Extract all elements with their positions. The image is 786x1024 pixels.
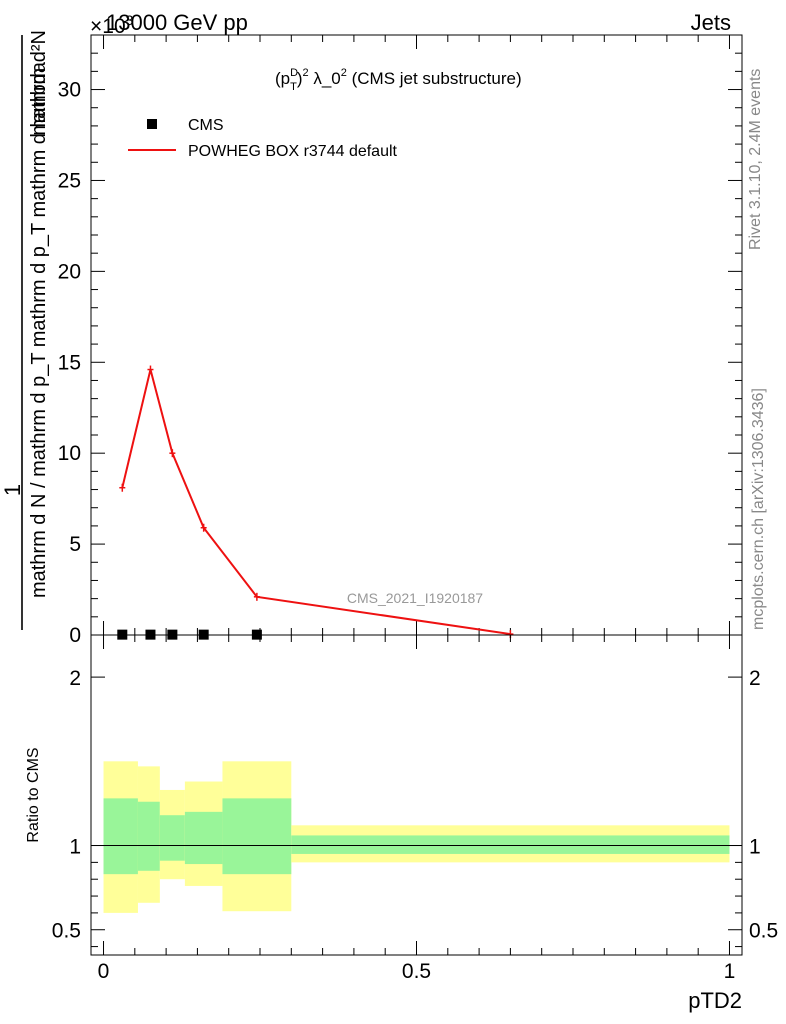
ratio-inner-band <box>103 798 138 875</box>
legend-label-powheg: POWHEG BOX r3744 default <box>188 143 398 160</box>
ratio-inner-band <box>137 801 160 871</box>
main-y-tick-label: 5 <box>69 533 81 556</box>
main-y-tick-labels: 0 5 10 15 20 25 30 <box>58 79 81 647</box>
ratio-y-tick-label: 2 <box>69 667 81 690</box>
ylabel-top: mathrm d²N <box>28 30 50 136</box>
main-y-tick-label: 25 <box>58 169 81 192</box>
x-tick-label: 0 <box>98 960 110 983</box>
main-panel: 0 5 10 15 20 25 30 1 mathrm d²N mathrm d N / m… <box>0 30 743 647</box>
main-y-tick-label: 15 <box>58 351 81 374</box>
main-y-tick-label: 20 <box>58 260 81 283</box>
header-right: Jets <box>691 10 731 35</box>
y-axis-label: 1 mathrm d²N mathrm d N / mathrm d p_T m… <box>0 30 50 630</box>
mcplots-label: mcplots.cern.ch [arXiv:1306.3436] <box>750 388 767 630</box>
legend: CMS POWHEG BOX r3744 default <box>128 117 398 160</box>
header-left: 13000 GeV pp <box>106 10 248 35</box>
ratio-ylabel: Ratio to CMS <box>25 747 42 842</box>
rivet-label: Rivet 3.1.10, 2.4M events <box>747 69 764 250</box>
ratio-inner-band <box>184 811 223 865</box>
watermark: CMS_2021_I1920187 <box>347 590 483 606</box>
ratio-y-tick-label-right: 1 <box>749 836 761 859</box>
ylabel-numerator: 1 <box>0 484 25 496</box>
ratio-tick-labels: 0.5 0.5 1 1 2 2 0 0.5 1 <box>52 667 778 983</box>
main-y-tick-label: 0 <box>69 624 81 647</box>
ylabel-bottom: mathrm d N / mathrm d p_T mathrm d p_T m… <box>28 61 50 598</box>
ratio-y-tick-label-right: 0.5 <box>749 920 778 943</box>
plot-title: (pD T)2 λ_02 (CMS jet substructure) <box>275 67 522 93</box>
ratio-y-tick-label-right: 2 <box>749 667 761 690</box>
ratio-y-tick-label: 0.5 <box>52 920 81 943</box>
legend-label-cms: CMS <box>188 117 224 134</box>
x-axis-label: pTD2 <box>688 988 742 1013</box>
ratio-inner-band <box>291 835 730 854</box>
legend-marker-cms <box>147 119 157 129</box>
main-y-tick-label: 10 <box>58 442 81 465</box>
ratio-inner-band <box>159 815 185 861</box>
x-tick-label: 0.5 <box>402 960 431 983</box>
powheg-line <box>121 369 511 636</box>
main-y-tick-label: 30 <box>58 79 81 102</box>
ratio-panel: 0.5 0.5 1 1 2 2 0 0.5 1 Ratio to CMS <box>25 634 778 983</box>
axis-exponent: ×103 <box>90 12 134 38</box>
ratio-y-tick-label: 1 <box>69 836 81 859</box>
ratio-ticks <box>91 635 742 955</box>
ratio-bands <box>103 761 730 913</box>
ratio-inner-band <box>222 798 292 875</box>
x-tick-label: 1 <box>724 960 736 983</box>
